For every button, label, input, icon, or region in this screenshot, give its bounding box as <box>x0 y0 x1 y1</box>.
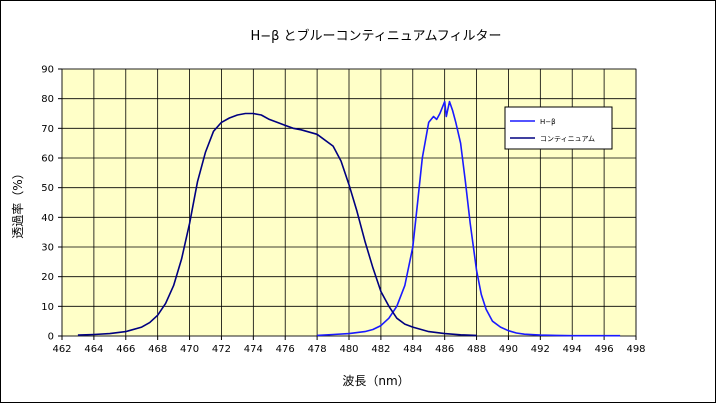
y-axis-ticks: 0 10 20 30 40 50 60 70 80 90 <box>41 65 62 343</box>
y-tick-label: 80 <box>41 94 54 105</box>
x-tick-label: 476 <box>276 344 295 355</box>
y-tick-label: 90 <box>41 65 54 76</box>
x-tick-label: 472 <box>212 344 231 355</box>
x-tick-label: 486 <box>435 344 454 355</box>
x-tick-label: 470 <box>180 344 199 355</box>
x-tick-label: 478 <box>308 344 327 355</box>
y-tick-label: 50 <box>41 183 54 194</box>
series-lines <box>77 100 621 337</box>
y-tick-label: 30 <box>41 243 54 254</box>
x-tick-label: 484 <box>403 344 422 355</box>
x-tick-label: 482 <box>371 344 390 355</box>
series-line-hbeta <box>317 100 621 337</box>
legend-box <box>504 106 613 150</box>
x-tick-label: 488 <box>467 344 486 355</box>
x-axis-title: 波長（nm） <box>342 374 409 388</box>
x-tick-label: 496 <box>595 344 614 355</box>
y-tick-label: 0 <box>48 332 54 343</box>
x-tick-label: 464 <box>84 344 103 355</box>
x-tick-label: 462 <box>52 344 71 355</box>
x-tick-label: 498 <box>626 344 645 355</box>
y-tick-label: 70 <box>41 124 54 135</box>
series-line-continuum <box>77 112 477 337</box>
x-tick-label: 490 <box>499 344 518 355</box>
legend-label-hbeta: H−β <box>540 118 556 126</box>
chart-title: H−β とブルーコンティニュアムフィルター <box>250 28 501 44</box>
x-tick-label: 480 <box>339 344 358 355</box>
x-tick-label: 466 <box>116 344 135 355</box>
y-tick-label: 20 <box>41 272 54 283</box>
legend: H−β コンティニュアム <box>504 106 613 150</box>
x-tick-label: 492 <box>531 344 550 355</box>
y-axis-title: 透過率（%） <box>10 167 25 238</box>
y-tick-label: 40 <box>41 213 54 224</box>
x-tick-label: 494 <box>563 344 582 355</box>
x-axis-ticks: 462 464 466 468 470 472 474 476 478 480 482 484 486 4… <box>52 336 646 355</box>
x-tick-label: 468 <box>148 344 167 355</box>
legend-label-continuum: コンティニュアム <box>540 135 595 143</box>
y-tick-label: 10 <box>41 302 54 313</box>
x-tick-label: 474 <box>244 344 263 355</box>
y-tick-label: 60 <box>41 154 54 165</box>
